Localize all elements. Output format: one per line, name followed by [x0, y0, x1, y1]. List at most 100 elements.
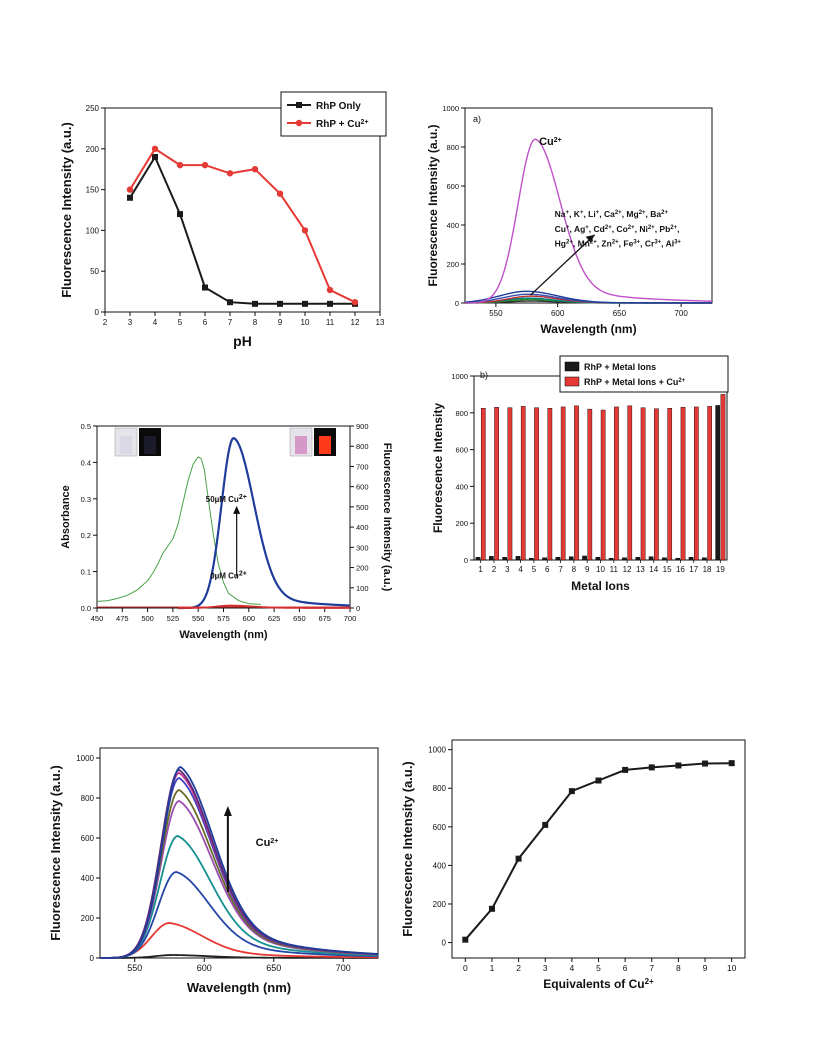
data-point-square: [227, 299, 233, 306]
bar-metal-ions: [675, 557, 681, 561]
bar-metal-ions: [635, 557, 641, 561]
bar-metal-ions: [555, 557, 561, 561]
panel-label: a): [473, 114, 481, 124]
y-axis-label: Fluorescence Intensity: [431, 403, 445, 533]
bar-metal-ions: [595, 557, 601, 561]
y2-axis-label: Fluorescence Intensity (a.u.): [381, 443, 393, 592]
x-tick-label: 5: [178, 318, 183, 327]
x-tick-label: 4: [518, 565, 523, 574]
data-point-square: [277, 300, 283, 307]
bar-metal-ions: [662, 557, 667, 561]
y-axis-label: Absorbance: [60, 485, 72, 549]
spectrum-line: [99, 776, 379, 959]
y2-tick-label: 100: [356, 584, 369, 593]
bar-metal-ions-cu: [587, 408, 593, 561]
y2-tick-label: 500: [356, 503, 369, 512]
bar-metal-ions-cu: [480, 408, 486, 561]
x-tick-label: 5: [532, 565, 537, 574]
x-tick-label: 700: [674, 309, 688, 318]
x-tick-label: 700: [344, 614, 357, 623]
cuvette-liquid-uv: [144, 436, 156, 454]
spectrum-line: [99, 922, 379, 959]
x-tick-label: 6: [203, 318, 208, 327]
y-tick-label: 1000: [428, 746, 446, 755]
annotation-concentration: 50µM Cu2+: [206, 493, 247, 504]
annotation-arrowhead: [233, 505, 241, 514]
x-tick-label: 600: [243, 614, 256, 623]
bar-metal-ions: [688, 557, 694, 561]
annotation-concentration: 0µM Cu2+: [210, 570, 247, 581]
bar-metal-ions-cu: [667, 408, 673, 561]
y-tick-label: 0.0: [81, 604, 91, 613]
y-axis-label: Fluorescence Intensity (a.u.): [400, 761, 415, 937]
x-tick-label: 9: [585, 565, 590, 574]
x-tick-label: 7: [649, 963, 654, 973]
data-point-circle: [326, 286, 334, 294]
x-tick-label: 8: [572, 565, 577, 574]
x-tick-label: 3: [128, 318, 133, 327]
y-tick-label: 200: [446, 260, 459, 269]
x-tick-label: 10: [727, 963, 737, 973]
y2-tick-label: 600: [356, 483, 369, 492]
spectrum-line: [99, 788, 379, 959]
x-tick-label: 550: [127, 963, 142, 973]
x-axis-label: Metal Ions: [571, 579, 630, 593]
legend-swatch-marker: [295, 119, 303, 127]
y-tick-label: 400: [455, 482, 468, 491]
bar-metal-ions-cu: [547, 408, 553, 561]
bar-metal-ions: [502, 557, 507, 561]
x-tick-label: 17: [689, 565, 698, 574]
spectrum-line: [99, 871, 379, 959]
spectrum-line: [99, 768, 379, 959]
x-tick-label: 14: [649, 565, 658, 574]
annotation-ions: Cu+, Ag+, Cd2+, Co2+, Ni2+, Pb2+,: [555, 224, 680, 234]
data-point-circle: [251, 166, 259, 173]
absorbance-line: [96, 456, 261, 605]
data-point-circle: [301, 227, 309, 234]
bar-metal-ions-cu: [574, 405, 579, 561]
spectrum-line: [100, 765, 379, 959]
x-tick-label: 12: [623, 565, 632, 574]
x-tick-label: 13: [376, 318, 385, 327]
legend-label: RhP + Metal Ions: [584, 362, 656, 372]
x-tick-label: 6: [623, 963, 628, 973]
x-tick-label: 2: [492, 565, 497, 574]
y2-tick-label: 400: [356, 523, 369, 532]
fluorescence-line: [177, 436, 351, 610]
x-tick-label: 6: [545, 565, 550, 574]
y-axis-label: Fluorescence Intensity (a.u.): [48, 765, 63, 941]
bar-metal-ions-cu: [627, 405, 633, 561]
series-line: [129, 147, 356, 304]
y-tick-label: 800: [433, 784, 447, 793]
y-tick-label: 0: [95, 308, 100, 317]
series-line: [464, 762, 732, 941]
x-tick-label: 0: [463, 963, 468, 973]
panel-ph-chart: 2 3 4 5 6 7 8 9 10 11 12 13 0 50 100 150 200 250 pH Fluores…: [59, 91, 387, 349]
data-point-square: [152, 153, 158, 160]
cuvette-liquid: [295, 436, 307, 454]
bar-metal-ions: [528, 557, 534, 561]
data-point-square: [595, 777, 602, 784]
cuvette-liquid-uv: [319, 436, 331, 454]
bar-metal-ions-cu: [680, 407, 686, 561]
bar-metal-ions-cu: [654, 408, 659, 561]
plot-frame: [464, 107, 713, 304]
annotation-arrowhead: [223, 806, 232, 816]
y2-tick-label: 700: [356, 462, 369, 471]
bar-metal-ions-cu: [707, 406, 712, 561]
x-tick-label: 7: [558, 565, 563, 574]
bar-metal-ions-cu: [520, 406, 526, 561]
y-tick-label: 0.2: [81, 531, 91, 540]
y-tick-label: 600: [446, 182, 459, 191]
cuvette-liquid: [120, 436, 132, 454]
annotation-ions: Hg2+, Mn2+, Zn2+, Fe3+, Cr3+, Al3+: [555, 238, 682, 248]
bar-metal-ions: [715, 405, 721, 561]
data-point-circle: [351, 299, 359, 306]
x-tick-label: 13: [636, 565, 645, 574]
bar-metal-ions-cu: [614, 406, 619, 561]
y-tick-label: 50: [90, 267, 99, 276]
y-tick-label: 0.1: [81, 568, 91, 577]
x-axis-label: Wavelength (nm): [540, 322, 636, 336]
data-point-square: [302, 300, 308, 307]
